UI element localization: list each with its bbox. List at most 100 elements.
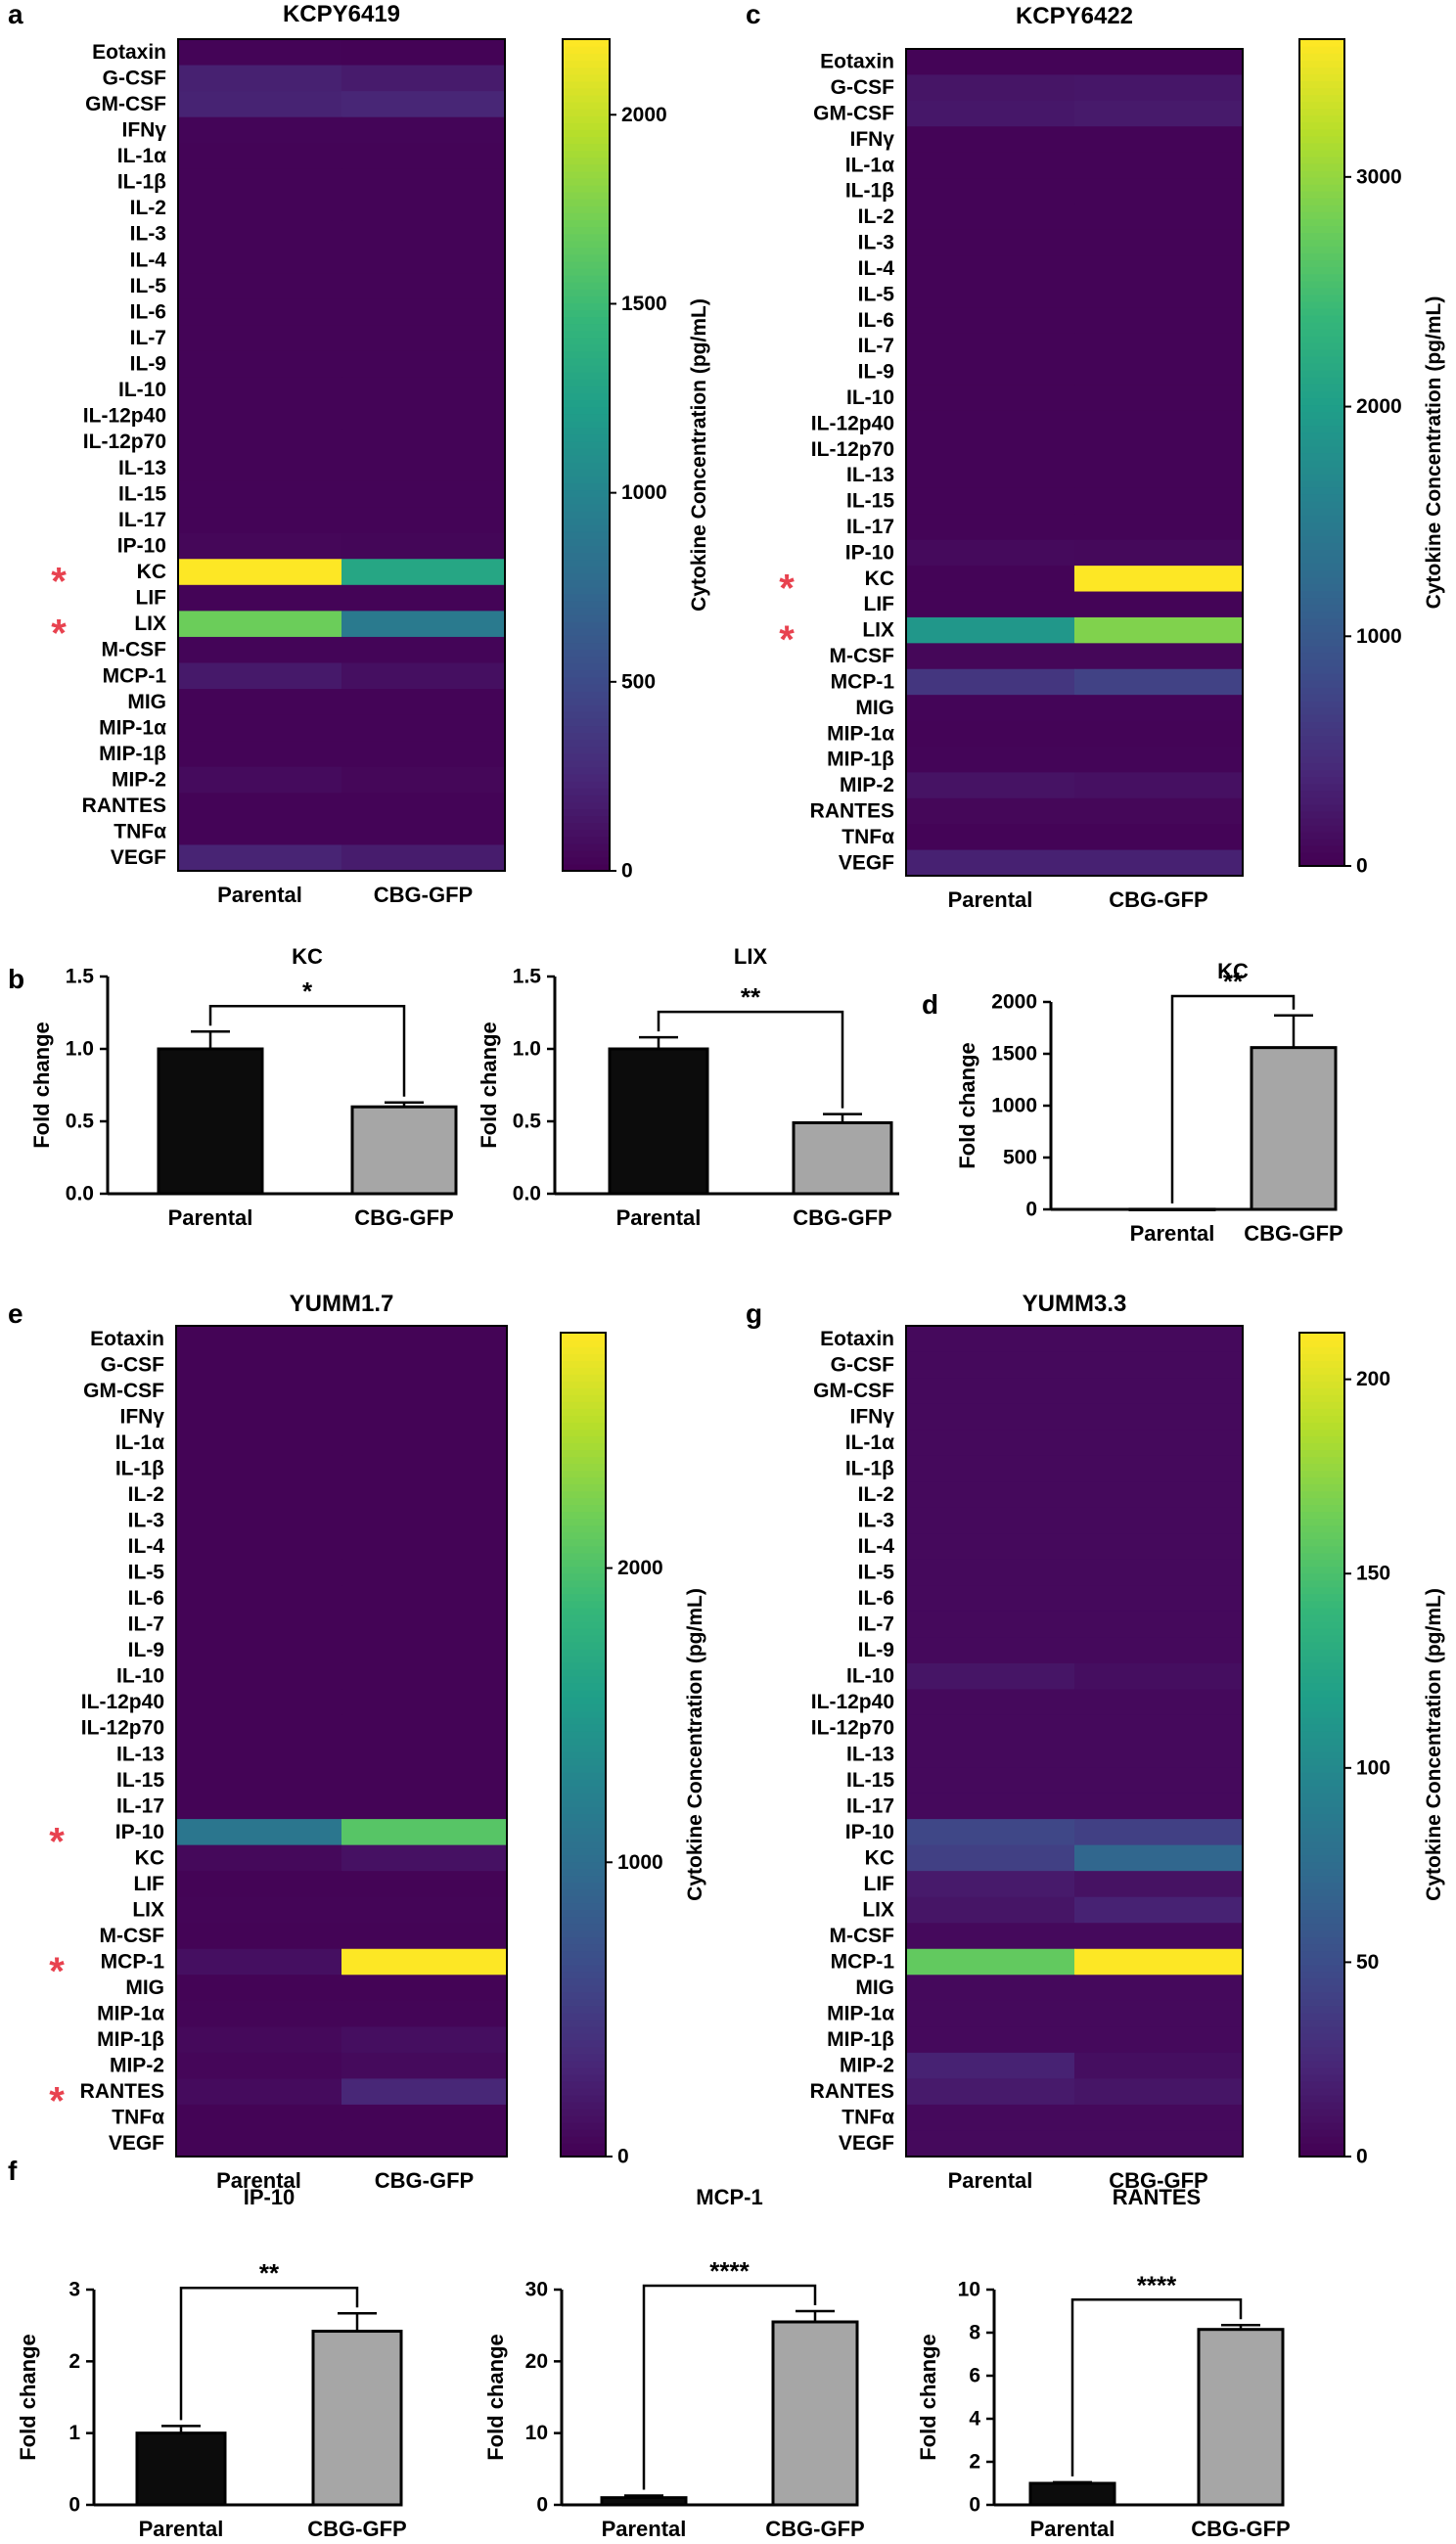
row-label: VEGF <box>109 2132 164 2155</box>
colorbar-segment <box>563 260 610 269</box>
row-label: IL-7 <box>858 335 894 357</box>
colorbar-segment <box>1299 783 1344 792</box>
heatmap-cell <box>341 559 506 586</box>
colorbar-segment <box>563 503 610 512</box>
colorbar-tick-label: 2000 <box>621 104 667 126</box>
heatmap-cell <box>906 358 1075 386</box>
colorbar-tick-label: 2000 <box>617 1557 663 1579</box>
heatmap-cell <box>341 1533 508 1561</box>
row-label: IL-9 <box>128 1639 164 1661</box>
heatmap-cell <box>906 229 1075 256</box>
colorbar-segment <box>563 613 610 622</box>
row-label: VEGF <box>111 846 166 869</box>
heatmap-cell <box>341 584 506 612</box>
heatmap-cell <box>176 2000 342 2027</box>
heatmap-cell <box>906 1871 1075 1898</box>
colorbar-segment <box>563 184 610 193</box>
heatmap-cell <box>1074 204 1244 231</box>
heatmap-cell <box>341 1326 508 1353</box>
row-label: IL-15 <box>846 1769 894 1792</box>
colorbar-segment <box>561 1943 606 1952</box>
row-label: LIF <box>134 1873 165 1895</box>
heatmap-cell <box>906 1844 1075 1872</box>
heatmap-cell <box>906 2104 1075 2132</box>
colorbar-segment <box>561 1675 606 1684</box>
row-label: IL-2 <box>128 1483 164 1506</box>
heatmap-cell <box>1074 462 1244 489</box>
colorbar-segment <box>561 1909 606 1918</box>
y-tick-label: 0 <box>536 2494 548 2517</box>
heatmap-cell <box>1074 1819 1244 1846</box>
colorbar-segment <box>1299 321 1344 330</box>
colorbar-segment <box>561 1923 606 1931</box>
bar-chart-title: RANTES <box>1113 2185 1201 2209</box>
row-label: IL-3 <box>130 223 166 246</box>
colorbar-segment <box>1299 1779 1344 1787</box>
colorbar-segment <box>563 559 610 568</box>
colorbar-segment <box>563 357 610 366</box>
colorbar-segment <box>1299 1538 1344 1547</box>
colorbar-segment <box>1299 135 1344 144</box>
colorbar-segment <box>563 60 610 68</box>
heatmap-g: YUMM3.3 Eotaxin G-CSF GM-CSF IFNγ IL-1α IL-1β I… <box>810 1291 1445 2193</box>
column-label: Parental <box>216 2168 301 2193</box>
y-tick-label: 500 <box>1003 1147 1037 1169</box>
colorbar-segment <box>1299 425 1344 433</box>
heatmap-cell <box>1074 2052 1244 2080</box>
heatmap-cell <box>341 1793 508 1820</box>
row-label: MIP-1α <box>99 716 166 739</box>
colorbar-segment <box>563 136 610 145</box>
colorbar-segment <box>563 482 610 491</box>
heatmap-cell <box>176 1844 342 1872</box>
colorbar-segment <box>1299 73 1344 82</box>
colorbar-segment <box>563 379 610 386</box>
colorbar-segment <box>1299 796 1344 805</box>
heatmap-cell <box>178 793 342 820</box>
heatmap-cell <box>1074 566 1244 593</box>
colorbar-segment <box>1299 452 1344 461</box>
colorbar-segment <box>1299 479 1344 488</box>
colorbar-segment <box>561 1559 606 1567</box>
colorbar-segment <box>563 212 610 220</box>
row-label: IL-5 <box>128 1562 165 1584</box>
colorbar-segment <box>1299 563 1344 571</box>
colorbar-segment <box>563 510 610 519</box>
colorbar-segment <box>1299 1977 1344 1986</box>
bar <box>1028 2481 1116 2507</box>
colorbar-segment <box>1299 1483 1344 1492</box>
heatmap-cell <box>178 611 342 638</box>
heatmap-cell <box>1074 1741 1244 1768</box>
heatmap-cell <box>906 1585 1075 1613</box>
row-label: IL-5 <box>858 1562 895 1584</box>
heatmap-cell <box>178 247 342 274</box>
colorbar-segment <box>563 309 610 318</box>
heatmap-cell <box>1074 307 1244 335</box>
colorbar-segment <box>1299 728 1344 737</box>
colorbar-segment <box>1299 1751 1344 1759</box>
colorbar-segment <box>561 1648 606 1657</box>
colorbar-segment <box>1299 370 1344 378</box>
row-label: GM-CSF <box>813 103 894 125</box>
heatmap-cell <box>178 429 342 456</box>
y-axis-label: Fold change <box>955 1042 979 1169</box>
colorbar-segment <box>1299 1689 1344 1698</box>
colorbar-segment <box>1299 390 1344 398</box>
colorbar-segment <box>561 1346 606 1354</box>
colorbar-segment <box>1299 218 1344 226</box>
colorbar-segment <box>563 489 610 498</box>
heatmap-cell <box>906 514 1075 541</box>
colorbar-segment <box>1299 1476 1344 1485</box>
heatmap-cell <box>341 1611 508 1638</box>
colorbar-segment <box>1299 1593 1344 1602</box>
heatmap-cell <box>178 507 342 534</box>
colorbar-segment <box>1299 473 1344 481</box>
heatmap-cell <box>906 1741 1075 1768</box>
heatmap-cell <box>341 507 506 534</box>
colorbar-segment <box>1299 624 1344 633</box>
colorbar-segment <box>563 316 610 325</box>
colorbar-segment <box>1299 128 1344 137</box>
colorbar-segment <box>1299 638 1344 647</box>
colorbar-segment <box>563 101 610 110</box>
heatmap-cell <box>1074 1326 1244 1353</box>
colorbar-segment <box>561 1977 606 1986</box>
